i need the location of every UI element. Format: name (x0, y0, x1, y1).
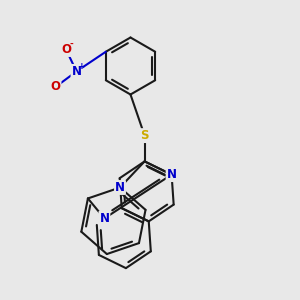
Text: O: O (50, 80, 61, 94)
Text: O: O (61, 43, 71, 56)
Text: +: + (78, 62, 86, 71)
Text: N: N (99, 212, 110, 225)
Text: N: N (115, 181, 125, 194)
Text: S: S (140, 129, 149, 142)
Text: -: - (69, 40, 73, 49)
Text: N: N (167, 168, 177, 181)
Text: N: N (71, 65, 82, 78)
